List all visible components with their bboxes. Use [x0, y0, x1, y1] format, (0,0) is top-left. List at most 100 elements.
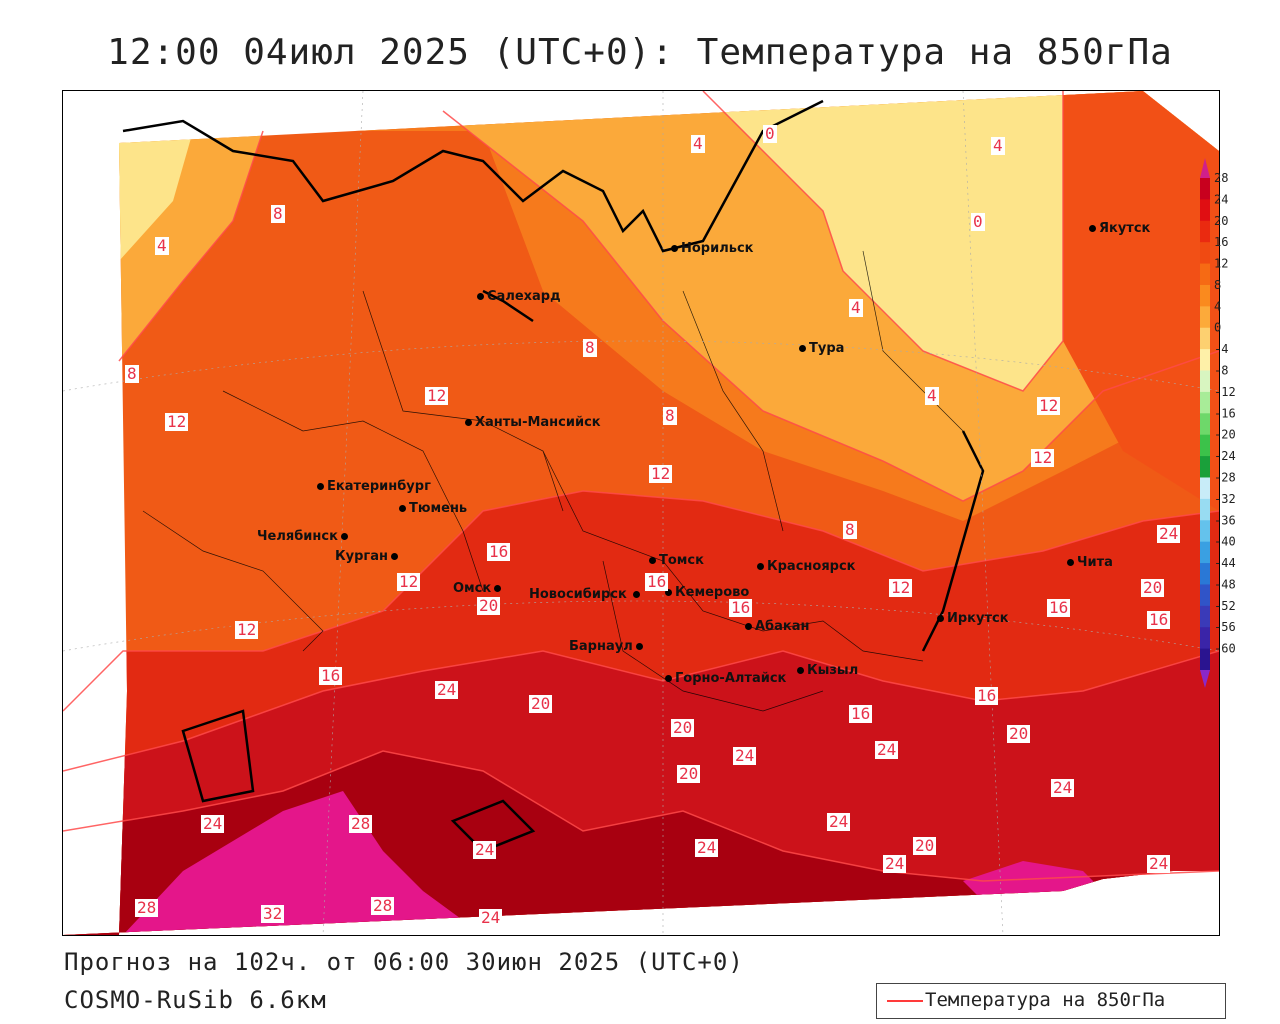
color-scale-bar: 28 24 20 16 12 8 4 0 -4 -8 -12 -16 -20 -24 -28 -32 -36 -4… [1200, 158, 1236, 688]
city-novosibirsk: Новосибирск [529, 587, 643, 602]
contour-label: 16 [487, 542, 511, 561]
colorbar-swatch [1200, 391, 1210, 414]
city-kyzyl: Кызыл [797, 663, 858, 678]
city-omsk: Омск [453, 581, 504, 596]
contour-label: 20 [913, 836, 937, 855]
contour-label: 28 [349, 814, 373, 833]
colorbar-tick-label: -56 [1214, 620, 1236, 634]
colorbar-tick-label: 20 [1214, 214, 1228, 228]
contour-label: 20 [677, 764, 701, 783]
colorbar-swatch [1200, 370, 1210, 393]
temperature-field [63, 91, 1219, 935]
colorbar-tick-label: -48 [1214, 577, 1236, 591]
colorbar-tick-label: -16 [1214, 406, 1236, 420]
contour-label: 24 [1051, 778, 1075, 797]
city-chelyabinsk: Челябинск [257, 529, 351, 544]
colorbar-swatch [1200, 178, 1210, 200]
contour-label: 20 [671, 718, 695, 737]
colorbar-tick-label: -36 [1214, 513, 1236, 527]
map-panel[interactable]: Салехард Норильск Якутск Тура Ханты-Манс… [62, 90, 1220, 936]
contour-label: 12 [425, 386, 449, 405]
city-yekaterinburg: Екатеринбург [317, 479, 431, 494]
city-barnaul: Барнаул [569, 639, 646, 654]
colorbar-swatch [1200, 306, 1210, 329]
contour-label: 4 [691, 134, 705, 153]
contour-label: 4 [155, 236, 169, 255]
contour-label: 32 [261, 904, 285, 923]
contour-label: 20 [477, 596, 501, 615]
contour-label: 24 [1157, 524, 1181, 543]
contour-label: 24 [733, 746, 757, 765]
contour-label: 0 [763, 124, 777, 143]
colorbar-top-arrow [1200, 158, 1210, 178]
contour-label: 16 [1147, 610, 1171, 629]
contour-label: 4 [849, 298, 863, 317]
contour-label: 12 [649, 464, 673, 483]
contour-label: 16 [319, 666, 343, 685]
contour-label: 28 [135, 898, 159, 917]
colorbar-swatch [1200, 349, 1210, 372]
colorbar-swatch [1200, 199, 1210, 222]
colorbar-swatch [1200, 434, 1210, 457]
colorbar-swatch [1200, 284, 1210, 307]
colorbar-tick-label: -12 [1214, 385, 1236, 399]
contour-label: 4 [991, 136, 1005, 155]
city-tura: Тура [799, 341, 844, 356]
colorbar-swatch [1200, 327, 1210, 350]
colorbar-swatch [1200, 413, 1210, 436]
legend-label: Температура на 850гПа [925, 989, 1166, 1011]
model-name: COSMO-RuSib 6.6км [64, 986, 327, 1014]
contour-label: 20 [529, 694, 553, 713]
colorbar-tick-label: 8 [1214, 278, 1221, 292]
colorbar-tick-label: -24 [1214, 449, 1236, 463]
colorbar-swatch [1200, 520, 1210, 543]
city-yakutsk: Якутск [1089, 221, 1150, 236]
contour-label: 8 [663, 406, 677, 425]
colorbar-swatch [1200, 563, 1210, 585]
city-tyumen: Тюмень [399, 501, 467, 516]
city-norilsk: Норильск [671, 241, 754, 256]
city-gorno-altaysk: Горно-Алтайск [665, 671, 786, 686]
contour-label: 28 [371, 896, 395, 915]
contour-label: 24 [435, 680, 459, 699]
chart-title: 12:00 04июл 2025 (UTC+0): Температура на… [107, 32, 1173, 73]
colorbar-swatch [1200, 220, 1210, 243]
contour-label: 24 [875, 740, 899, 759]
contour-label: 8 [125, 364, 139, 383]
contour-label: 12 [1031, 448, 1055, 467]
city-chita: Чита [1067, 555, 1113, 570]
contour-label: 24 [827, 812, 851, 831]
colorbar-tick-label: -20 [1214, 428, 1236, 442]
colorbar-tick-label: -60 [1214, 642, 1236, 656]
contour-label: 12 [165, 412, 189, 431]
city-krasnoyarsk: Красноярск [757, 559, 856, 574]
colorbar-swatch [1200, 605, 1210, 628]
city-khanty-mansiysk: Ханты-Мансийск [465, 415, 601, 430]
legend-box: Температура на 850гПа [876, 983, 1226, 1019]
contour-label: 16 [729, 598, 753, 617]
colorbar-swatch [1200, 648, 1210, 671]
contour-label: 24 [473, 840, 497, 859]
colorbar-tick-label: -28 [1214, 470, 1236, 484]
contour-label: 24 [201, 814, 225, 833]
contour-label: 16 [849, 704, 873, 723]
colorbar-swatch [1200, 627, 1210, 650]
contour-label: 24 [479, 908, 503, 927]
contour-label: 12 [1037, 396, 1061, 415]
city-irkutsk: Иркутск [937, 611, 1009, 626]
colorbar-swatch [1200, 263, 1210, 286]
contour-label: 4 [925, 386, 939, 405]
colorbar-tick-label: -52 [1214, 599, 1236, 613]
colorbar-tick-label: -40 [1214, 535, 1236, 549]
city-abakan: Абакан [745, 619, 810, 634]
contour-label: 8 [271, 204, 285, 223]
colorbar-tick-label: 28 [1214, 171, 1228, 185]
colorbar-swatch [1200, 541, 1210, 564]
colorbar-tick-label: 12 [1214, 257, 1228, 271]
contour-label: 20 [1007, 724, 1031, 743]
contour-label: 12 [397, 572, 421, 591]
city-kurgan: Курган [335, 549, 401, 564]
contour-label: 16 [645, 572, 669, 591]
colorbar-tick-label: -8 [1214, 364, 1228, 378]
contour-label: 24 [1147, 854, 1171, 873]
